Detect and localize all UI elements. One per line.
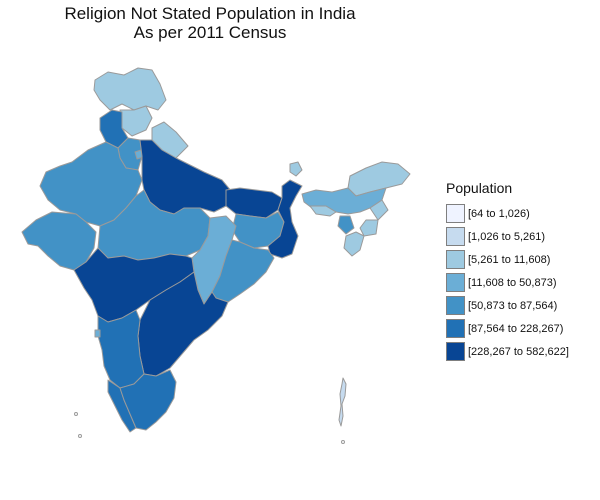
legend-swatch (446, 319, 465, 338)
legend-label: [5,261 to 11,608) (468, 253, 551, 266)
legend-label: [64 to 1,026) (468, 207, 530, 220)
legend-swatch (446, 250, 465, 269)
region-odisha (211, 239, 275, 303)
legend-item: [87,564 to 228,267) (446, 317, 596, 340)
legend-label: [50,873 to 87,564) (468, 299, 558, 312)
region-sikkim (289, 161, 303, 177)
legend-item: [50,873 to 87,564) (446, 294, 596, 317)
region-himachal-pradesh (119, 105, 153, 137)
legend-label: [87,564 to 228,267) (468, 322, 564, 335)
legend-swatch (446, 227, 465, 246)
title-line-2: As per 2011 Census (133, 23, 287, 42)
legend-item: [64 to 1,026) (446, 202, 596, 225)
lakshadweep-island (74, 412, 78, 416)
legend-title: Population (446, 180, 513, 196)
region-tripura (337, 215, 355, 235)
legend-label: [11,608 to 50,873) (468, 276, 557, 289)
legend-item: [11,608 to 50,873) (446, 271, 596, 294)
legend-label: [1,026 to 5,261) (468, 230, 546, 243)
map-title: Religion Not Stated Population in India … (0, 4, 420, 42)
region-tamil-nadu (119, 369, 177, 431)
legend-item: [5,261 to 11,608) (446, 248, 596, 271)
region-mizoram (343, 231, 365, 257)
region-goa (94, 329, 101, 338)
legend-swatch (446, 296, 465, 315)
legend-swatch (446, 273, 465, 292)
legend-swatch (446, 204, 465, 223)
legend-items: [64 to 1,026) [1,026 to 5,261) [5,261 to 1… (446, 202, 596, 363)
region-meghalaya (309, 205, 337, 217)
legend-swatch (446, 342, 465, 361)
map-legend: Population [64 to 1,026) [1,026 to 5,261)… (446, 180, 596, 363)
legend-item: [228,267 to 582,622] (446, 340, 596, 363)
title-line-1: Religion Not Stated Population in India (64, 4, 356, 23)
region-nagaland (369, 199, 389, 221)
region-manipur (359, 219, 379, 237)
island-outlines (74, 412, 345, 444)
region-karnataka (97, 309, 145, 389)
region-jammu-kashmir (93, 67, 167, 111)
region-gujarat (21, 211, 97, 271)
region-uttar-pradesh (139, 139, 233, 215)
legend-item: [1,026 to 5,261) (446, 225, 596, 248)
legend-label: [228,267 to 582,622] (468, 345, 569, 358)
region-bihar (225, 187, 283, 219)
lakshadweep-island (78, 434, 82, 438)
region-andaman-nicobar (338, 377, 347, 427)
region-west-bengal (267, 179, 303, 259)
nicobar-island (341, 440, 345, 444)
